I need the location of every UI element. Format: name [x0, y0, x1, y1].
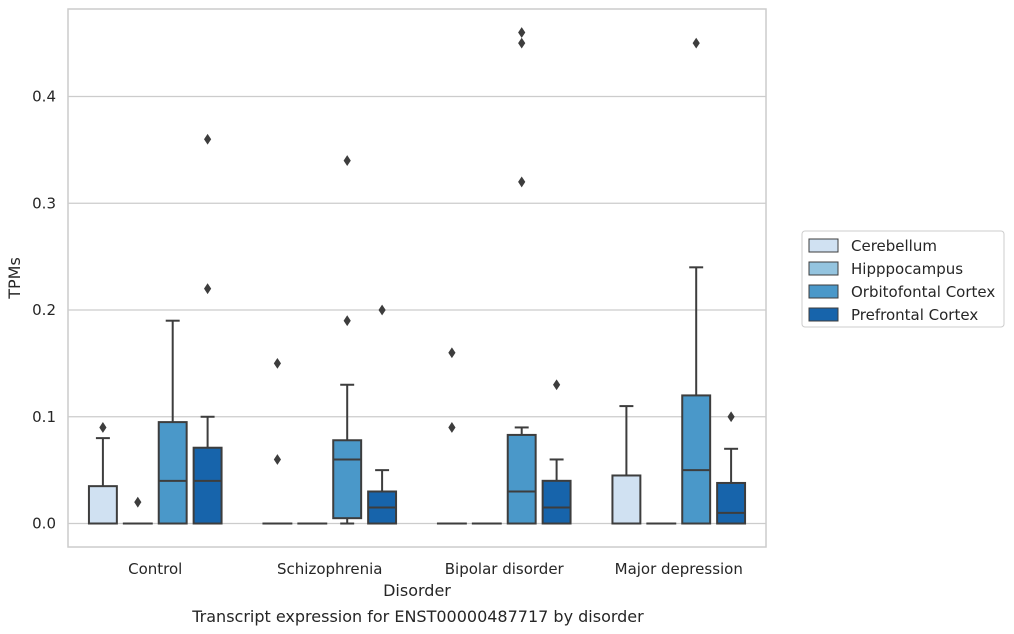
outlier-point: [343, 155, 351, 166]
iqr-box: [681, 394, 712, 525]
outlier-point: [204, 283, 212, 295]
y-axis-label: TPMs: [5, 257, 24, 300]
outlier-point: [448, 347, 456, 359]
outlier-point: [518, 176, 526, 188]
iqr-box: [611, 474, 642, 525]
outlier-point: [553, 379, 561, 391]
outlier-point: [518, 37, 526, 49]
y-tick-label: 0.3: [32, 194, 56, 212]
box-hipppocampus: [122, 496, 153, 525]
legend-swatch: [808, 261, 839, 276]
box-cerebellum: [611, 405, 642, 525]
iqr-box: [716, 481, 747, 525]
outlier-point: [204, 133, 212, 145]
outlier-point: [273, 357, 281, 369]
legend: Cerebellum Hipppocampus Orbitofontal Corte…: [801, 230, 1005, 328]
legend-swatch: [808, 238, 839, 253]
legend-label: Hipppocampus: [851, 260, 963, 278]
iqr-box: [192, 446, 223, 525]
y-tick-label: 0.1: [32, 408, 56, 426]
box-prefrontal-cortex: [192, 133, 223, 525]
iqr-box: [157, 421, 188, 525]
box-cerebellum: [87, 422, 118, 525]
legend-swatch: [808, 307, 839, 322]
outlier-point: [518, 27, 526, 38]
iqr-box: [332, 439, 363, 520]
x-tick-label: Schizophrenia: [277, 560, 382, 578]
legend-label: Prefrontal Cortex: [851, 306, 978, 324]
outlier-point: [378, 304, 386, 316]
box-orbitofontal-cortex: [681, 37, 712, 525]
y-axis-ticks: 0.0 0.1 0.2 0.3 0.4: [32, 88, 56, 533]
x-tick-label: Control: [128, 560, 182, 578]
outlier-point: [727, 411, 735, 423]
x-tick-label: Bipolar disorder: [445, 560, 565, 578]
box-prefrontal-cortex: [367, 304, 398, 525]
x-axis-label: Disorder: [383, 581, 451, 600]
box-plot-area: [87, 27, 747, 525]
legend-label: Cerebellum: [851, 237, 937, 255]
legend-frame: [801, 230, 1005, 328]
y-tick-label: 0.2: [32, 301, 56, 319]
legend-label: Orbitofontal Cortex: [851, 283, 995, 301]
box-prefrontal-cortex: [716, 411, 747, 525]
box-cerebellum: [436, 347, 467, 525]
y-tick-label: 0.4: [32, 88, 56, 106]
iqr-box: [506, 433, 537, 525]
x-axis-ticks: Control Schizophrenia Bipolar disorder Majo…: [128, 560, 743, 578]
outlier-point: [343, 315, 351, 327]
chart-title: Transcript expression for ENST0000048771…: [191, 607, 644, 626]
x-tick-label: Major depression: [615, 560, 743, 578]
box-orbitofontal-cortex: [157, 319, 188, 525]
outlier-point: [99, 422, 107, 433]
outlier-point: [273, 454, 281, 465]
legend-swatch: [808, 284, 839, 299]
box-orbitofontal-cortex: [506, 27, 537, 525]
box-prefrontal-cortex: [541, 379, 572, 525]
iqr-box: [87, 485, 118, 525]
outlier-point: [448, 422, 456, 433]
outlier-point: [692, 37, 700, 49]
box-orbitofontal-cortex: [332, 155, 363, 525]
box-cerebellum: [262, 357, 293, 525]
plot-frame: [67, 8, 767, 548]
iqr-box: [541, 479, 572, 525]
outlier-point: [134, 496, 142, 508]
y-tick-label: 0.0: [32, 515, 56, 533]
